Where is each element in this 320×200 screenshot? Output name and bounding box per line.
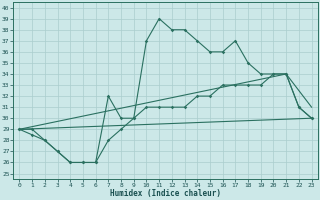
X-axis label: Humidex (Indice chaleur): Humidex (Indice chaleur)	[110, 189, 221, 198]
